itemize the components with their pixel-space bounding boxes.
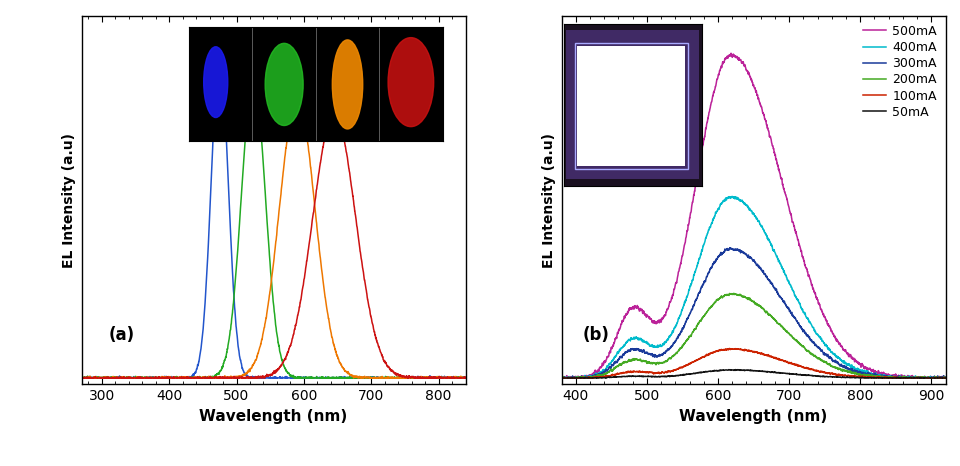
300mA — [725, 245, 736, 251]
Line: 400mA: 400mA — [562, 196, 946, 378]
100mA — [858, 375, 870, 380]
400mA — [730, 196, 741, 202]
100mA — [556, 375, 567, 381]
100mA — [788, 362, 800, 367]
400mA — [872, 373, 883, 379]
200mA — [556, 375, 567, 380]
200mA — [858, 371, 870, 377]
400mA — [788, 290, 800, 296]
400mA — [557, 375, 568, 381]
400mA — [940, 375, 951, 381]
Line: 500mA: 500mA — [562, 53, 946, 378]
100mA — [730, 346, 741, 351]
50mA — [940, 375, 951, 381]
50mA — [788, 371, 800, 377]
50mA — [556, 375, 567, 381]
Y-axis label: EL Intensity (a.u): EL Intensity (a.u) — [542, 133, 556, 268]
Line: 50mA: 50mA — [562, 370, 946, 378]
300mA — [872, 373, 883, 378]
500mA — [788, 223, 800, 228]
Line: 300mA: 300mA — [562, 248, 946, 378]
200mA — [728, 291, 739, 296]
500mA — [872, 370, 883, 376]
Legend: 500mA, 400mA, 300mA, 200mA, 100mA, 50mA: 500mA, 400mA, 300mA, 200mA, 100mA, 50mA — [861, 22, 939, 121]
300mA — [556, 375, 567, 381]
300mA — [729, 247, 740, 253]
200mA — [699, 313, 710, 318]
100mA — [699, 354, 710, 359]
400mA — [699, 240, 710, 246]
Text: (b): (b) — [583, 326, 610, 344]
100mA — [872, 375, 883, 380]
400mA — [938, 375, 949, 381]
300mA — [940, 375, 951, 380]
500mA — [725, 50, 736, 56]
500mA — [858, 364, 870, 370]
100mA — [724, 346, 735, 351]
300mA — [937, 375, 948, 380]
Y-axis label: EL Intensity (a.u): EL Intensity (a.u) — [62, 133, 76, 268]
Line: 100mA: 100mA — [562, 349, 946, 378]
400mA — [727, 193, 738, 199]
200mA — [788, 336, 800, 342]
300mA — [699, 279, 710, 285]
X-axis label: Wavelength (nm): Wavelength (nm) — [680, 409, 828, 424]
50mA — [872, 375, 883, 381]
50mA — [858, 375, 870, 381]
200mA — [730, 292, 741, 297]
50mA — [937, 375, 948, 381]
500mA — [729, 54, 740, 60]
400mA — [556, 375, 567, 380]
100mA — [938, 375, 949, 381]
100mA — [556, 375, 567, 381]
200mA — [556, 375, 567, 381]
200mA — [938, 375, 949, 381]
100mA — [940, 375, 951, 381]
300mA — [858, 371, 870, 377]
50mA — [729, 367, 740, 373]
500mA — [556, 375, 567, 381]
X-axis label: Wavelength (nm): Wavelength (nm) — [200, 409, 348, 424]
400mA — [858, 367, 870, 373]
500mA — [940, 375, 951, 381]
50mA — [730, 367, 741, 372]
200mA — [940, 375, 951, 381]
500mA — [937, 375, 948, 380]
200mA — [872, 373, 883, 379]
500mA — [699, 134, 710, 140]
Line: 200mA: 200mA — [562, 294, 946, 378]
Text: (a): (a) — [108, 326, 134, 344]
300mA — [788, 315, 800, 320]
50mA — [699, 369, 710, 375]
